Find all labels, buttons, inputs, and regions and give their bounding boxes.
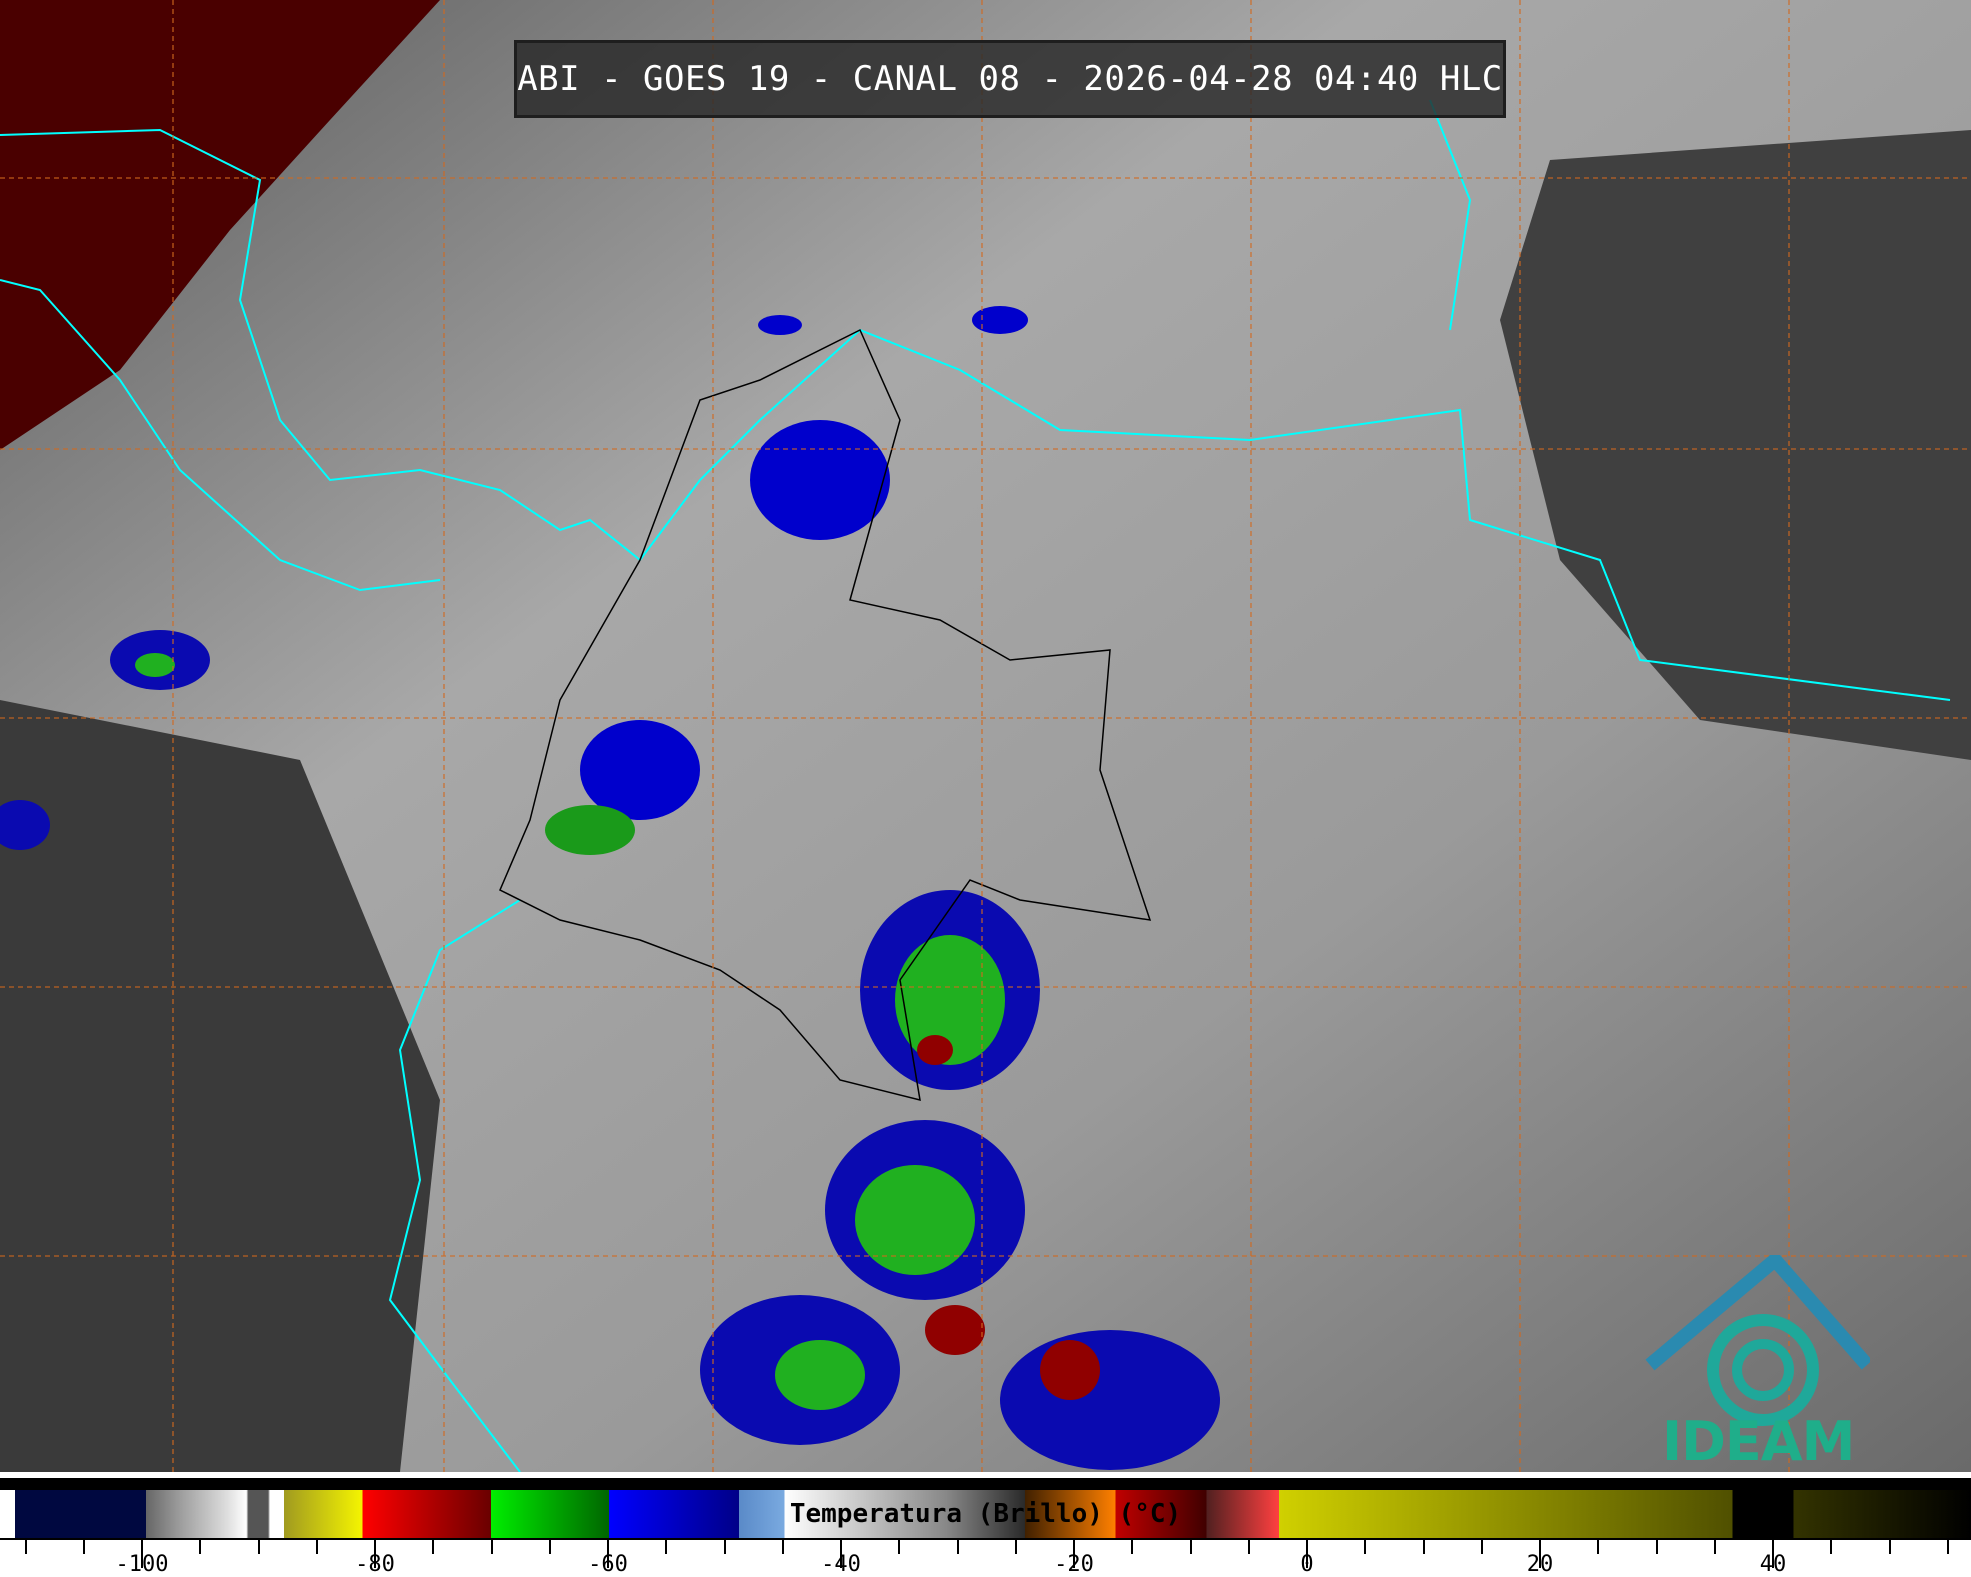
minor-tick bbox=[1131, 1540, 1134, 1554]
ideam-logo-icon bbox=[1645, 1255, 1870, 1426]
major-tick bbox=[1772, 1540, 1774, 1568]
minor-tick bbox=[1713, 1540, 1716, 1554]
tick-label: -80 bbox=[355, 1552, 395, 1577]
colorbar: Temperatura (Brillo) (°C) -100 -80 -60 -40 -… bbox=[0, 1472, 1971, 1577]
cloud-systems bbox=[0, 306, 1220, 1470]
title-box: ABI - GOES 19 - CANAL 08 - 2026-04-28 04… bbox=[514, 40, 1506, 118]
graticule bbox=[0, 0, 1971, 1472]
minor-tick bbox=[1422, 1540, 1425, 1554]
minor-tick bbox=[1480, 1540, 1483, 1554]
minor-tick bbox=[1014, 1540, 1017, 1554]
minor-tick bbox=[723, 1540, 726, 1554]
country-borders bbox=[499, 328, 1152, 1102]
minor-tick bbox=[956, 1540, 959, 1554]
minor-tick bbox=[898, 1540, 901, 1554]
major-tick bbox=[1306, 1540, 1308, 1568]
minor-tick bbox=[548, 1540, 551, 1554]
minor-tick bbox=[1364, 1540, 1367, 1554]
image-title: ABI - GOES 19 - CANAL 08 - 2026-04-28 04… bbox=[517, 59, 1503, 99]
tick-label: 40 bbox=[1759, 1552, 1787, 1577]
minor-tick bbox=[1830, 1540, 1833, 1554]
major-tick bbox=[1073, 1540, 1075, 1568]
minor-tick bbox=[199, 1540, 202, 1554]
minor-tick bbox=[24, 1540, 27, 1554]
ideam-logo-text: IDEAM bbox=[1662, 1410, 1855, 1473]
minor-tick bbox=[1946, 1540, 1949, 1554]
minor-tick bbox=[432, 1540, 435, 1554]
minor-tick bbox=[1597, 1540, 1600, 1554]
major-tick bbox=[1539, 1540, 1541, 1568]
dry-air-region-nw bbox=[0, 0, 440, 450]
colorbar-gradient bbox=[0, 1490, 1971, 1538]
tick-label: 20 bbox=[1526, 1552, 1554, 1577]
minor-tick bbox=[1888, 1540, 1891, 1554]
colorbar-frame: Temperatura (Brillo) (°C) bbox=[0, 1478, 1971, 1540]
colorbar-label: Temperatura (Brillo) (°C) bbox=[789, 1499, 1182, 1529]
satellite-map bbox=[0, 0, 1971, 1472]
minor-tick bbox=[1189, 1540, 1192, 1554]
minor-tick bbox=[490, 1540, 493, 1554]
minor-tick bbox=[781, 1540, 784, 1554]
minor-tick bbox=[665, 1540, 668, 1554]
major-tick bbox=[141, 1540, 143, 1568]
minor-tick bbox=[1247, 1540, 1250, 1554]
minor-tick bbox=[82, 1540, 85, 1554]
major-tick bbox=[374, 1540, 376, 1568]
minor-tick bbox=[315, 1540, 318, 1554]
coastlines bbox=[0, 99, 1951, 1472]
tick-label: -100 bbox=[115, 1552, 169, 1577]
tick-label: 0 bbox=[1300, 1552, 1314, 1577]
major-tick bbox=[840, 1540, 842, 1568]
minor-tick bbox=[1655, 1540, 1658, 1554]
tick-label: -20 bbox=[1054, 1552, 1094, 1577]
tick-label: -60 bbox=[588, 1552, 628, 1577]
tick-label: -40 bbox=[821, 1552, 861, 1577]
dark-region-sw bbox=[0, 700, 440, 1472]
major-tick bbox=[607, 1540, 609, 1568]
minor-tick bbox=[257, 1540, 260, 1554]
